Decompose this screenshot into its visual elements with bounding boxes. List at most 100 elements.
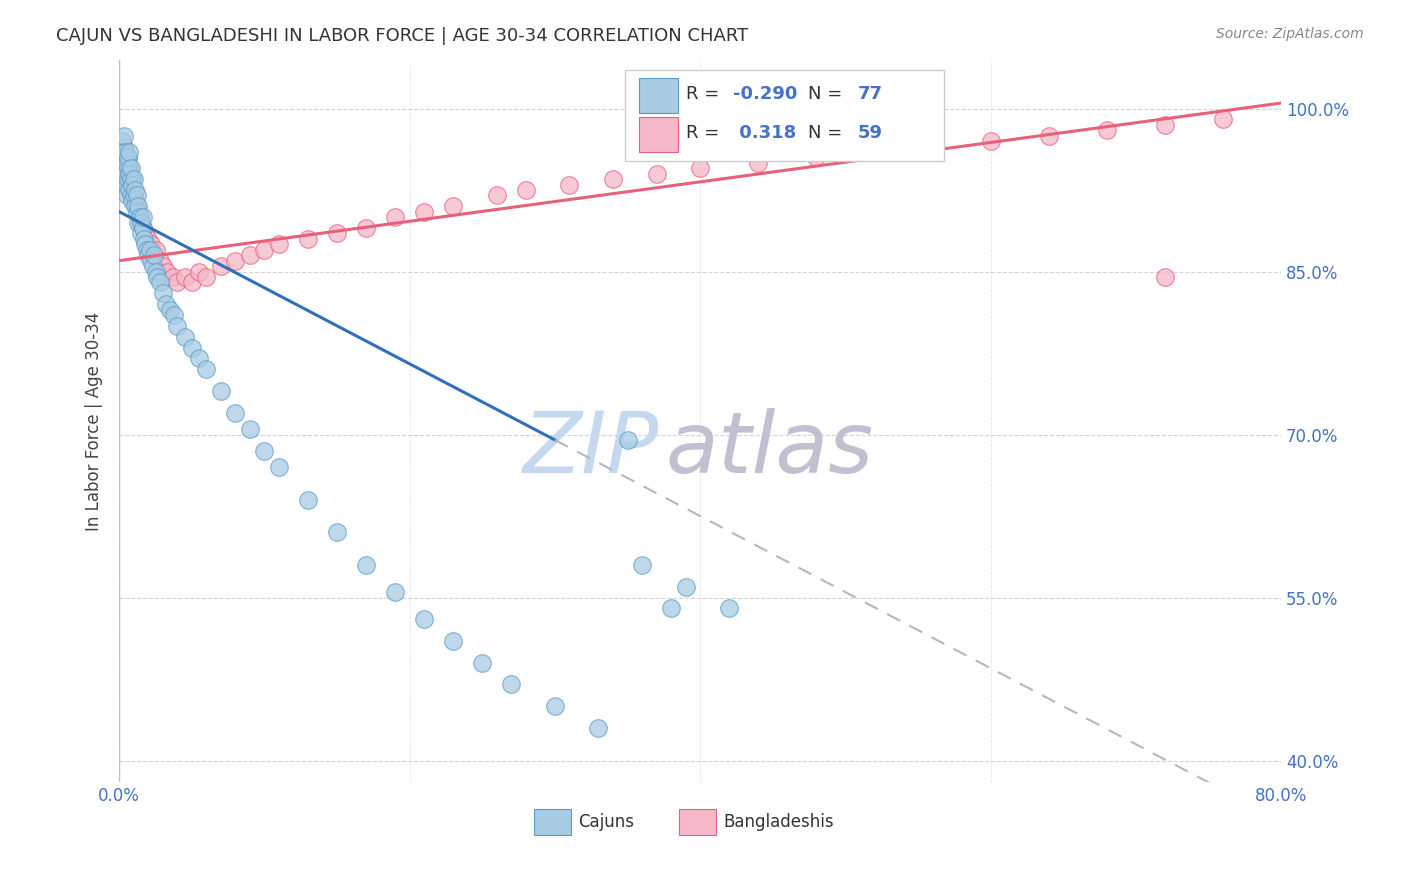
Bangladeshis <box>747 156 769 170</box>
Bangladeshis <box>122 188 145 202</box>
Bangladeshis <box>1095 123 1118 137</box>
Cajuns <box>152 286 174 301</box>
FancyBboxPatch shape <box>638 117 678 152</box>
Bangladeshis <box>120 183 142 197</box>
Text: R =: R = <box>686 124 725 142</box>
Cajuns <box>142 259 165 273</box>
Text: R =: R = <box>686 85 725 103</box>
Bangladeshis <box>118 178 141 192</box>
Cajuns <box>114 167 136 181</box>
Cajuns <box>718 601 741 615</box>
Cajuns <box>114 145 136 159</box>
Bangladeshis <box>267 237 290 252</box>
FancyBboxPatch shape <box>624 70 943 161</box>
Cajuns <box>127 199 149 213</box>
Cajuns <box>124 183 146 197</box>
Cajuns <box>544 699 567 714</box>
Bangladeshis <box>188 264 211 278</box>
Bangladeshis <box>1153 269 1175 284</box>
Y-axis label: In Labor Force | Age 30-34: In Labor Force | Age 30-34 <box>86 311 103 531</box>
Cajuns <box>129 227 152 241</box>
Bangladeshis <box>863 145 886 159</box>
Cajuns <box>120 188 142 202</box>
Bangladeshis <box>162 269 184 284</box>
Bangladeshis <box>111 145 134 159</box>
Bangladeshis <box>173 269 195 284</box>
Cajuns <box>135 243 157 257</box>
Cajuns <box>112 161 135 176</box>
Bangladeshis <box>118 161 141 176</box>
Cajuns <box>118 145 141 159</box>
Cajuns <box>110 145 132 159</box>
Cajuns <box>122 172 145 186</box>
Bangladeshis <box>129 216 152 230</box>
Cajuns <box>188 351 211 366</box>
Bangladeshis <box>354 221 377 235</box>
Cajuns <box>112 128 135 143</box>
Bangladeshis <box>239 248 262 262</box>
Bangladeshis <box>145 243 167 257</box>
Bangladeshis <box>136 232 159 246</box>
FancyBboxPatch shape <box>534 809 571 835</box>
Cajuns <box>384 585 406 599</box>
Cajuns <box>114 150 136 164</box>
Cajuns <box>121 178 143 192</box>
Bangladeshis <box>124 194 146 208</box>
Text: CAJUN VS BANGLADESHI IN LABOR FORCE | AGE 30-34 CORRELATION CHART: CAJUN VS BANGLADESHI IN LABOR FORCE | AG… <box>56 27 748 45</box>
Bangladeshis <box>413 204 436 219</box>
Cajuns <box>134 237 156 252</box>
Cajuns <box>111 134 134 148</box>
FancyBboxPatch shape <box>679 809 717 835</box>
Text: atlas: atlas <box>665 409 873 491</box>
Cajuns <box>118 183 141 197</box>
Bangladeshis <box>645 167 668 181</box>
Bangladeshis <box>297 232 319 246</box>
Bangladeshis <box>127 204 149 219</box>
Bangladeshis <box>326 227 349 241</box>
Cajuns <box>163 308 186 322</box>
Cajuns <box>117 150 139 164</box>
Bangladeshis <box>558 178 581 192</box>
Cajuns <box>127 216 149 230</box>
Text: Cajuns: Cajuns <box>578 813 634 831</box>
Cajuns <box>588 721 610 735</box>
Bangladeshis <box>921 139 943 153</box>
Bangladeshis <box>156 264 179 278</box>
Text: N =: N = <box>808 85 848 103</box>
Bangladeshis <box>195 269 218 284</box>
Cajuns <box>180 341 202 355</box>
Bangladeshis <box>485 188 508 202</box>
Bangladeshis <box>117 167 139 181</box>
Cajuns <box>675 580 697 594</box>
Cajuns <box>132 232 155 246</box>
Bangladeshis <box>131 221 153 235</box>
Bangladeshis <box>128 210 150 224</box>
Cajuns <box>209 384 232 398</box>
Bangladeshis <box>441 199 464 213</box>
Text: 0.318: 0.318 <box>733 124 796 142</box>
Cajuns <box>441 634 464 648</box>
Cajuns <box>115 178 138 192</box>
Bangladeshis <box>125 199 148 213</box>
Cajuns <box>471 656 494 670</box>
Bangladeshis <box>806 150 828 164</box>
Cajuns <box>115 188 138 202</box>
Cajuns <box>118 167 141 181</box>
Cajuns <box>631 558 654 572</box>
Cajuns <box>267 460 290 475</box>
Bangladeshis <box>134 227 156 241</box>
Text: Source: ZipAtlas.com: Source: ZipAtlas.com <box>1216 27 1364 41</box>
Text: 59: 59 <box>858 124 883 142</box>
Cajuns <box>224 406 246 420</box>
Cajuns <box>120 172 142 186</box>
Cajuns <box>146 269 169 284</box>
Cajuns <box>115 156 138 170</box>
Cajuns <box>501 677 523 691</box>
Bangladeshis <box>253 243 276 257</box>
Bangladeshis <box>384 210 406 224</box>
Cajuns <box>129 216 152 230</box>
Cajuns <box>125 188 148 202</box>
Cajuns <box>616 433 638 447</box>
Bangladeshis <box>152 259 174 273</box>
Cajuns <box>173 329 195 343</box>
